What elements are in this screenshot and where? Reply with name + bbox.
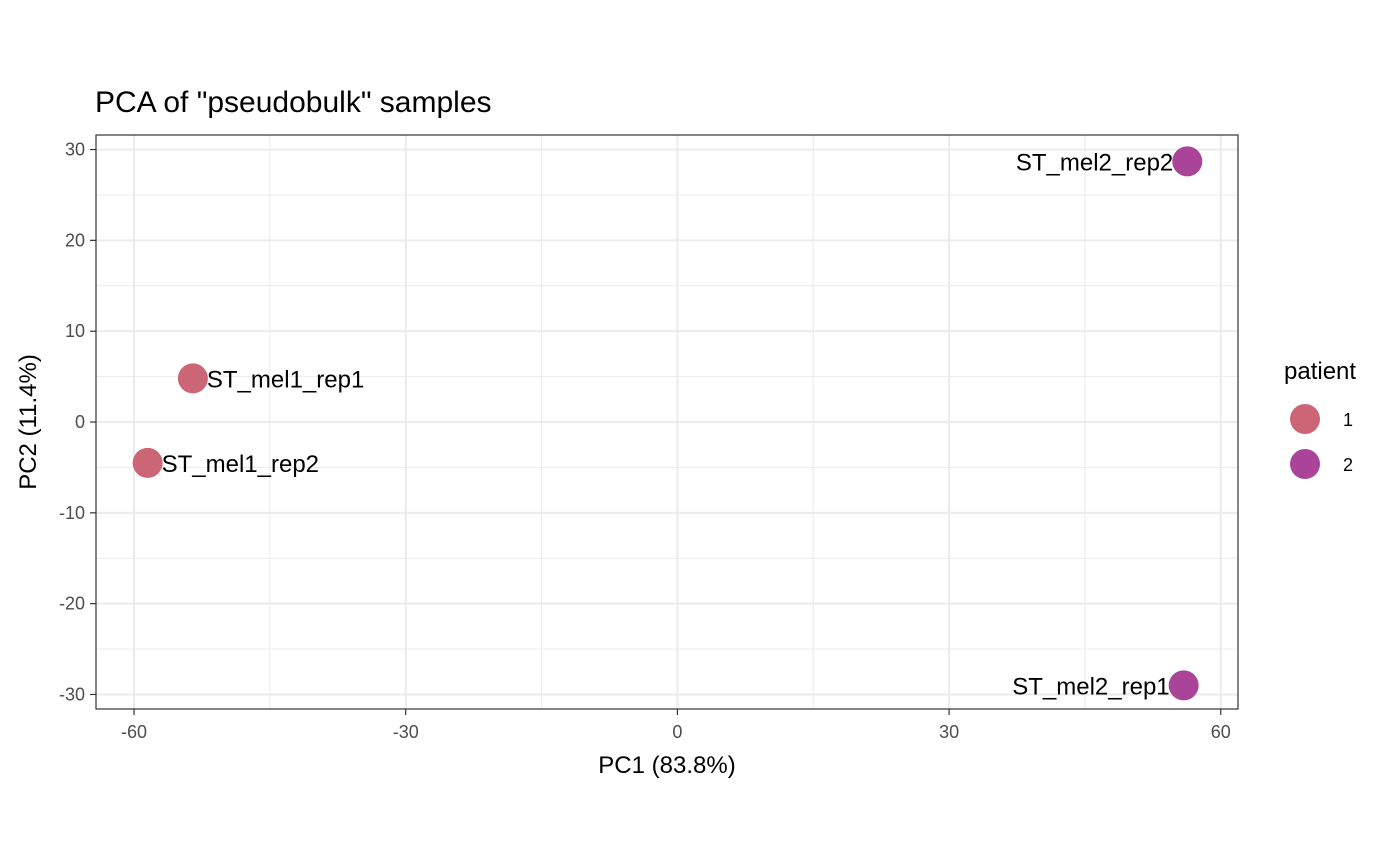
gridlines	[96, 135, 1238, 709]
point-label: ST_mel1_rep2	[162, 451, 319, 478]
y-tick-label: -10	[59, 503, 85, 523]
y-tick-label: 0	[75, 412, 85, 432]
legend-title: patient	[1284, 358, 1356, 385]
x-tick-label: 60	[1211, 722, 1231, 742]
point-label: ST_mel1_rep1	[207, 366, 364, 393]
legend-key	[1290, 449, 1320, 479]
data-point	[1168, 670, 1199, 701]
legend-label: 2	[1343, 455, 1353, 475]
x-tick-label: -30	[393, 722, 419, 742]
x-tick-label: 30	[939, 722, 959, 742]
x-tick-label: 0	[672, 722, 682, 742]
x-axis: -60 -30 0 30 60	[121, 709, 1231, 742]
data-points: ST_mel1_rep1 ST_mel1_rep2 ST_mel2_rep2 ST_m…	[132, 146, 1203, 701]
data-point	[177, 363, 208, 394]
y-tick-label: -30	[59, 684, 85, 704]
y-axis: -30 -20 -10 0 10 20 30	[59, 140, 96, 704]
y-tick-label: -20	[59, 594, 85, 614]
chart-title: PCA of "pseudobulk" samples	[95, 86, 492, 119]
point-label: ST_mel2_rep2	[1016, 149, 1173, 176]
x-tick-label: -60	[121, 722, 147, 742]
legend-key	[1290, 404, 1320, 434]
y-tick-label: 10	[65, 321, 85, 341]
y-axis-title: PC2 (11.4%)	[15, 354, 42, 490]
legend-label: 1	[1343, 410, 1353, 430]
data-point	[132, 447, 163, 478]
x-axis-title: PC1 (83.8%)	[598, 752, 735, 779]
y-tick-label: 30	[65, 140, 85, 160]
y-tick-label: 20	[65, 230, 85, 250]
point-label: ST_mel2_rep1	[1012, 673, 1169, 700]
data-point	[1172, 146, 1203, 177]
legend: patient 1 2	[1284, 358, 1356, 479]
